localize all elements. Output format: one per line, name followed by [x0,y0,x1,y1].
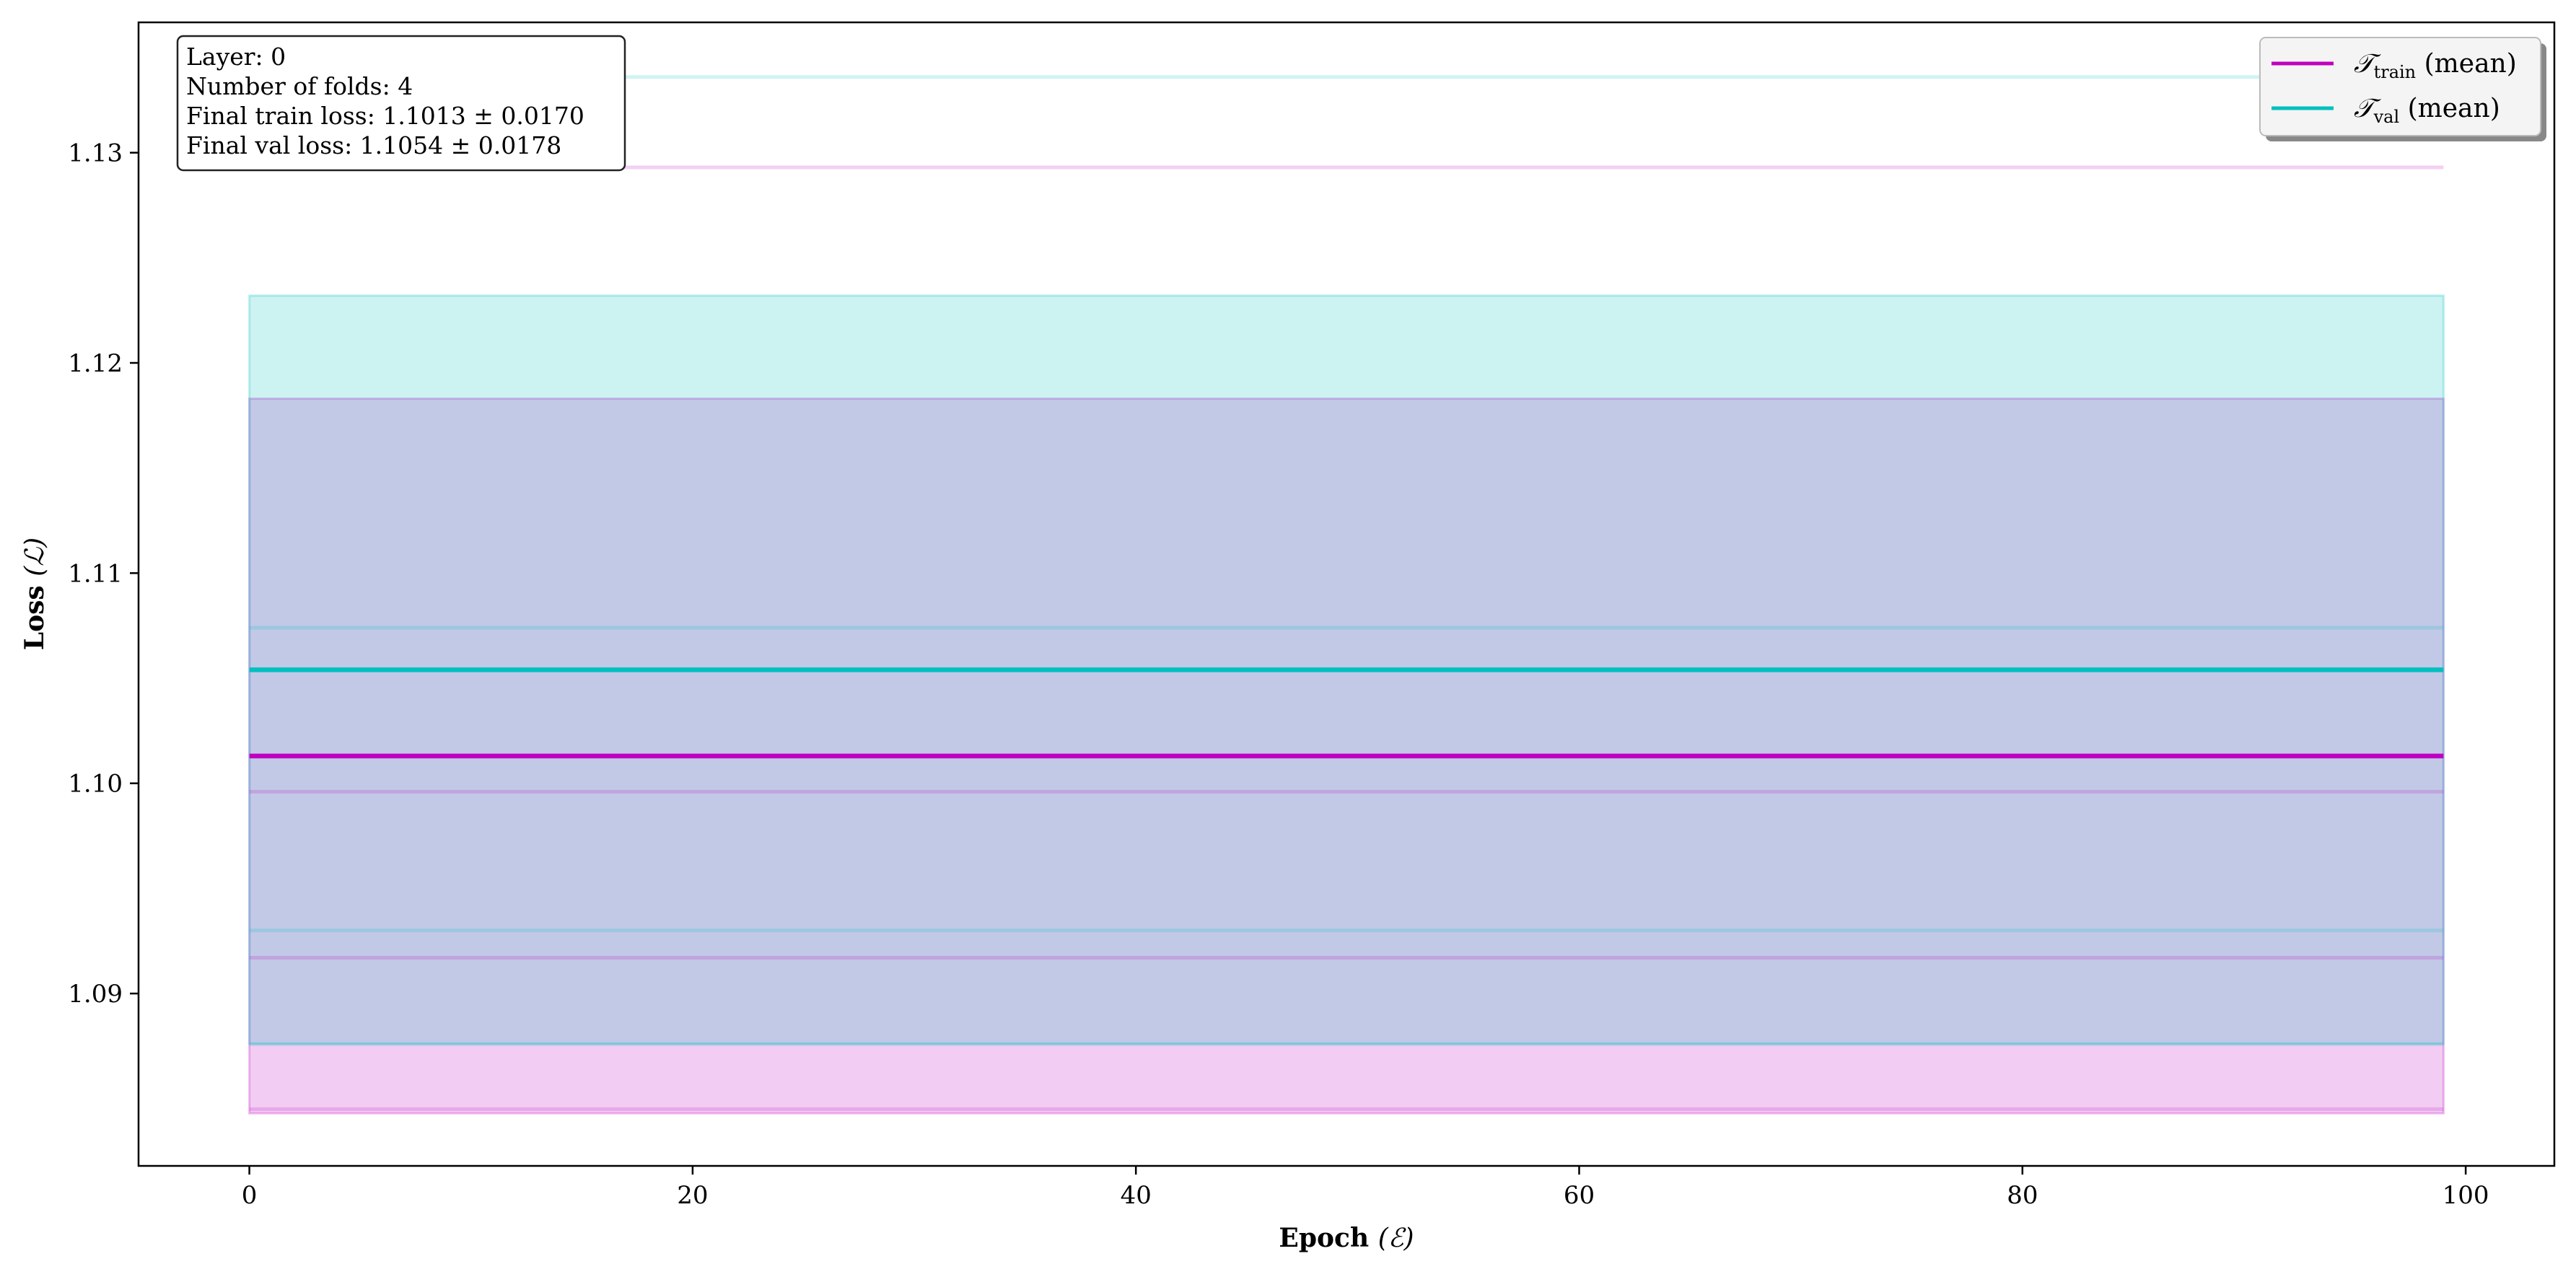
info-folds: Number of folds: 4 [186,72,413,100]
x-tick-label: 80 [2007,1181,2038,1210]
y-tick-label: 1.13 [68,139,123,168]
info-final-train-loss: Final train loss: 1.1013 ± 0.0170 [186,102,584,130]
x-axis-label-symbol: (ℰ) [1378,1224,1414,1253]
y-axis-label-symbol: (ℒ) [20,537,50,576]
info-box: Layer: 0 Number of folds: 4 Final train … [176,35,626,172]
legend-train-subscript: train [2374,62,2417,82]
legend-val-subscript: val [2373,107,2400,127]
legend: 𝒯train (mean) 𝒯val (mean) [2259,37,2546,141]
y-tick-label: 1.10 [68,770,123,799]
x-axis-label: Epoch (ℰ) [1279,1223,1414,1253]
y-tick-label: 1.12 [68,349,123,378]
legend-label-val: 𝒯val (mean) [2354,94,2500,127]
x-tick-label: 100 [2443,1181,2489,1210]
x-tick-label: 40 [1121,1181,1152,1210]
x-tick-label: 0 [242,1181,258,1210]
legend-train-suffix: (mean) [2416,49,2517,79]
info-layer: Layer: 0 [186,43,286,71]
x-tick-label: 60 [1564,1181,1595,1210]
axes-frame [137,21,2556,1167]
legend-label-train: 𝒯train (mean) [2354,49,2517,82]
plot-area [248,75,2445,1115]
legend-val-suffix: (mean) [2399,94,2500,123]
ticks: 0 20 40 60 80 100 1.09 1.10 1.11 1.12 1.13 [68,139,2489,1210]
y-axis-label: Loss (ℒ) [19,537,50,650]
info-box-frame [176,35,626,172]
x-axis-label-main: Epoch [1279,1223,1369,1253]
y-axis-label-main: Loss [19,585,50,650]
y-tick-label: 1.09 [68,980,123,1009]
info-final-val-loss: Final val loss: 1.1054 ± 0.0178 [186,131,561,159]
x-tick-label: 20 [677,1181,708,1210]
y-tick-label: 1.11 [68,559,123,588]
